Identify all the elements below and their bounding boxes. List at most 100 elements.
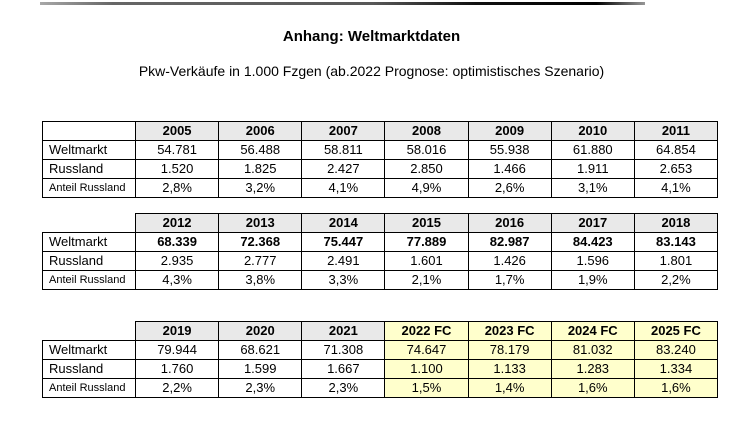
row-label: Anteil Russland xyxy=(42,178,136,198)
data-cell: 1.825 xyxy=(218,159,303,179)
data-cell: 2.491 xyxy=(301,251,386,271)
data-cell: 71.308 xyxy=(301,340,386,360)
corner-cell xyxy=(43,214,136,233)
year-header-2006: 2006 xyxy=(218,121,303,141)
year-header-2007: 2007 xyxy=(301,121,386,141)
row-label: Russland xyxy=(42,359,136,379)
data-cell: 75.447 xyxy=(301,232,386,252)
data-cell: 3,8% xyxy=(218,270,303,290)
header-row: 2019 2020 2021 2022 FC 2023 FC 2024 FC 2025 FC xyxy=(43,321,719,341)
data-cell: 55.938 xyxy=(467,140,552,160)
data-cell: 4,9% xyxy=(384,178,469,198)
data-cell: 54.781 xyxy=(134,140,220,160)
year-header-2012: 2012 xyxy=(134,213,220,233)
top-rule-line xyxy=(40,2,645,5)
data-cell: 1.801 xyxy=(633,251,719,271)
data-cell: 1.466 xyxy=(467,159,552,179)
page-title: Anhang: Weltmarktdaten xyxy=(282,28,461,45)
data-cell: 1.133 xyxy=(467,359,552,379)
table-row: Anteil Russland 4,3% 3,8% 3,3% 2,1% 1,7% 1,9% 2… xyxy=(42,270,719,290)
data-cell: 4,1% xyxy=(633,178,719,198)
year-header-2021: 2021 xyxy=(301,321,386,341)
data-cell: 83.143 xyxy=(633,232,719,252)
data-cell: 78.179 xyxy=(467,340,552,360)
table-row: Anteil Russland 2,8% 3,2% 4,1% 4,9% 2,6% 3,1% 4… xyxy=(42,178,719,198)
table-row: Weltmarkt 54.781 56.488 58.811 58.016 55.938 6… xyxy=(42,140,719,160)
table-row: Russland 1.520 1.825 2.427 2.850 1.466 1.911 2.… xyxy=(42,159,719,179)
corner-cell xyxy=(42,121,136,141)
row-label: Anteil Russland xyxy=(42,270,136,290)
data-cell: 2,2% xyxy=(134,378,220,398)
data-cell: 1,4% xyxy=(467,378,552,398)
year-header-2016: 2016 xyxy=(467,213,552,233)
data-cell: 3,1% xyxy=(550,178,635,198)
data-cell: 2.653 xyxy=(633,159,719,179)
data-cell: 58.016 xyxy=(384,140,469,160)
data-cell: 1,5% xyxy=(384,378,469,398)
table-pkw-sales-2019-2025fc: 2019 2020 2021 2022 FC 2023 FC 2024 FC 2025 FC… xyxy=(42,321,719,398)
data-cell: 81.032 xyxy=(550,340,635,360)
data-cell: 2.777 xyxy=(218,251,303,271)
data-cell: 1.596 xyxy=(550,251,635,271)
data-cell: 84.423 xyxy=(550,232,635,252)
year-header-2018: 2018 xyxy=(633,213,719,233)
row-label: Weltmarkt xyxy=(42,140,136,160)
year-header-2013: 2013 xyxy=(218,213,303,233)
data-cell: 64.854 xyxy=(633,140,719,160)
data-cell: 74.647 xyxy=(384,340,469,360)
data-cell: 56.488 xyxy=(218,140,303,160)
data-cell: 2.850 xyxy=(384,159,469,179)
data-cell: 1.601 xyxy=(384,251,469,271)
year-header-2011: 2011 xyxy=(633,121,719,141)
table-row: Anteil Russland 2,2% 2,3% 2,3% 1,5% 1,4% 1,6% 1… xyxy=(42,378,719,398)
row-label: Weltmarkt xyxy=(42,340,136,360)
row-label: Weltmarkt xyxy=(42,232,136,252)
data-cell: 61.880 xyxy=(550,140,635,160)
table-row: Russland 2.935 2.777 2.491 1.601 1.426 1.596 1.… xyxy=(42,251,719,271)
year-header-2008: 2008 xyxy=(384,121,469,141)
data-cell: 3,2% xyxy=(218,178,303,198)
data-cell: 2,1% xyxy=(384,270,469,290)
row-label: Anteil Russland xyxy=(42,378,136,398)
table-row: Weltmarkt 68.339 72.368 75.447 77.889 82.987 8… xyxy=(42,232,719,252)
data-cell: 1.760 xyxy=(134,359,220,379)
year-header-2017: 2017 xyxy=(550,213,635,233)
data-cell: 1.100 xyxy=(384,359,469,379)
year-header-2014: 2014 xyxy=(301,213,386,233)
data-cell: 2,8% xyxy=(134,178,220,198)
data-cell: 58.811 xyxy=(301,140,386,160)
page-subtitle: Pkw-Verkäufe in 1.000 Fzgen (ab.2022 Pro… xyxy=(138,63,605,79)
year-header-2020: 2020 xyxy=(218,321,303,341)
year-header-2005: 2005 xyxy=(134,121,220,141)
table-row: Russland 1.760 1.599 1.667 1.100 1.133 1.283 1.… xyxy=(42,359,719,379)
data-cell: 2,6% xyxy=(467,178,552,198)
table-row: Weltmarkt 79.944 68.621 71.308 74.647 78.179 8… xyxy=(42,340,719,360)
data-cell: 1,6% xyxy=(550,378,635,398)
data-cell: 1.426 xyxy=(467,251,552,271)
data-cell: 2,3% xyxy=(218,378,303,398)
year-header-2010: 2010 xyxy=(550,121,635,141)
data-cell: 1,7% xyxy=(467,270,552,290)
year-header-2019: 2019 xyxy=(134,321,220,341)
header-row: 2005 2006 2007 2008 2009 2010 2011 xyxy=(42,121,719,141)
data-cell: 2,2% xyxy=(633,270,719,290)
year-header-2023-fc: 2023 FC xyxy=(467,321,552,341)
data-cell: 4,1% xyxy=(301,178,386,198)
data-cell: 1,6% xyxy=(633,378,719,398)
table-pkw-sales-2012-2018: 2012 2013 2014 2015 2016 2017 2018 Weltmarkt 68.… xyxy=(42,213,719,290)
data-cell: 1.283 xyxy=(550,359,635,379)
data-cell: 1.599 xyxy=(218,359,303,379)
year-header-2022-fc: 2022 FC xyxy=(384,321,469,341)
data-cell: 1.911 xyxy=(550,159,635,179)
data-cell: 2.427 xyxy=(301,159,386,179)
data-cell: 1,9% xyxy=(550,270,635,290)
data-cell: 4,3% xyxy=(134,270,220,290)
data-cell: 68.339 xyxy=(134,232,220,252)
data-cell: 1.667 xyxy=(301,359,386,379)
year-header-2024-fc: 2024 FC xyxy=(550,321,635,341)
row-label: Russland xyxy=(42,159,136,179)
data-cell: 2.935 xyxy=(134,251,220,271)
data-cell: 1.334 xyxy=(633,359,719,379)
data-cell: 3,3% xyxy=(301,270,386,290)
year-header-2009: 2009 xyxy=(467,121,552,141)
